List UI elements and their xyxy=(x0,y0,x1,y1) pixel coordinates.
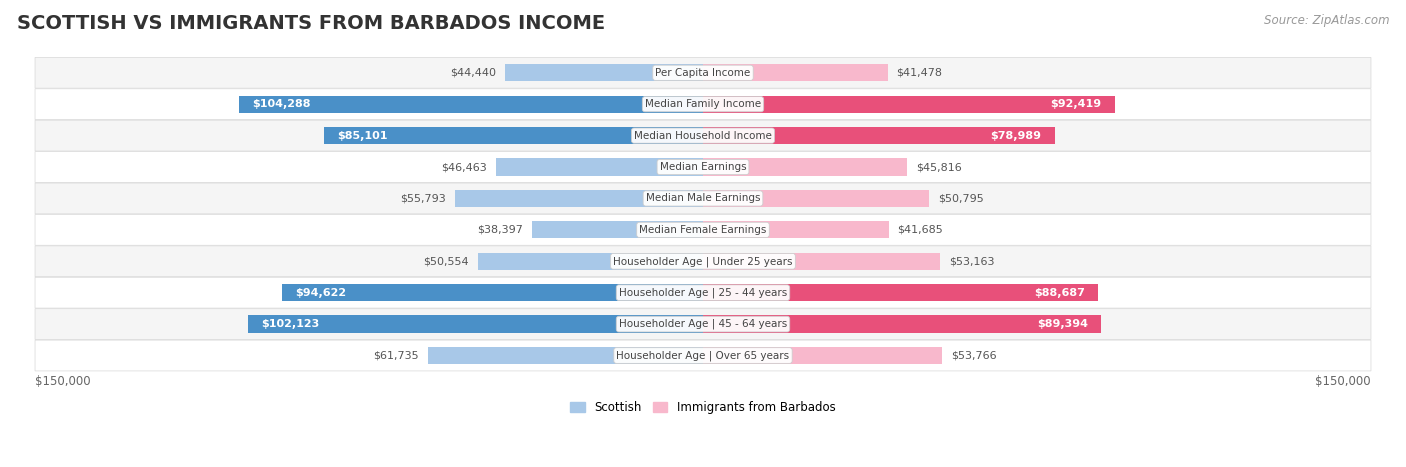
Bar xyxy=(703,96,1115,113)
Text: Householder Age | Under 25 years: Householder Age | Under 25 years xyxy=(613,256,793,267)
FancyBboxPatch shape xyxy=(35,120,1371,151)
Text: Median Female Earnings: Median Female Earnings xyxy=(640,225,766,235)
Text: $85,101: $85,101 xyxy=(337,131,388,141)
Text: $44,440: $44,440 xyxy=(450,68,496,78)
Text: Per Capita Income: Per Capita Income xyxy=(655,68,751,78)
Bar xyxy=(239,96,703,113)
Bar xyxy=(703,316,1101,333)
Text: $61,735: $61,735 xyxy=(374,351,419,361)
Text: $53,766: $53,766 xyxy=(952,351,997,361)
Text: $41,478: $41,478 xyxy=(897,68,942,78)
Text: $38,397: $38,397 xyxy=(477,225,523,235)
Text: Householder Age | 45 - 64 years: Householder Age | 45 - 64 years xyxy=(619,319,787,329)
FancyBboxPatch shape xyxy=(35,277,1371,308)
Bar xyxy=(703,64,887,81)
Bar xyxy=(505,64,703,81)
FancyBboxPatch shape xyxy=(35,57,1371,88)
Bar xyxy=(703,158,907,176)
Bar xyxy=(703,127,1054,144)
FancyBboxPatch shape xyxy=(35,246,1371,276)
Bar xyxy=(427,347,703,364)
Text: $41,685: $41,685 xyxy=(897,225,943,235)
FancyBboxPatch shape xyxy=(35,152,1371,183)
Text: Median Earnings: Median Earnings xyxy=(659,162,747,172)
Text: $55,793: $55,793 xyxy=(399,193,446,204)
Bar xyxy=(478,253,703,270)
Bar xyxy=(703,347,942,364)
Text: $150,000: $150,000 xyxy=(1316,375,1371,388)
FancyBboxPatch shape xyxy=(35,214,1371,245)
Bar xyxy=(454,190,703,207)
Text: $45,816: $45,816 xyxy=(915,162,962,172)
Text: $53,163: $53,163 xyxy=(949,256,994,266)
Text: Median Household Income: Median Household Income xyxy=(634,131,772,141)
Text: Median Male Earnings: Median Male Earnings xyxy=(645,193,761,204)
Bar xyxy=(281,284,703,301)
Text: $50,795: $50,795 xyxy=(938,193,984,204)
Bar xyxy=(703,284,1098,301)
Bar xyxy=(496,158,703,176)
Text: $89,394: $89,394 xyxy=(1036,319,1088,329)
Bar xyxy=(703,253,939,270)
Text: $150,000: $150,000 xyxy=(35,375,90,388)
FancyBboxPatch shape xyxy=(35,340,1371,371)
Text: Source: ZipAtlas.com: Source: ZipAtlas.com xyxy=(1264,14,1389,27)
FancyBboxPatch shape xyxy=(35,309,1371,340)
Bar xyxy=(531,221,703,239)
Text: Median Family Income: Median Family Income xyxy=(645,99,761,109)
Text: $102,123: $102,123 xyxy=(262,319,319,329)
Text: $104,288: $104,288 xyxy=(252,99,311,109)
Bar xyxy=(249,316,703,333)
Text: $92,419: $92,419 xyxy=(1050,99,1101,109)
Bar xyxy=(703,221,889,239)
Legend: Scottish, Immigrants from Barbados: Scottish, Immigrants from Barbados xyxy=(565,396,841,418)
Text: $46,463: $46,463 xyxy=(441,162,488,172)
Text: $88,687: $88,687 xyxy=(1033,288,1084,297)
Text: SCOTTISH VS IMMIGRANTS FROM BARBADOS INCOME: SCOTTISH VS IMMIGRANTS FROM BARBADOS INC… xyxy=(17,14,605,33)
Bar xyxy=(323,127,703,144)
Text: Householder Age | Over 65 years: Householder Age | Over 65 years xyxy=(616,350,790,361)
Bar xyxy=(703,190,929,207)
Text: $78,989: $78,989 xyxy=(990,131,1042,141)
Text: Householder Age | 25 - 44 years: Householder Age | 25 - 44 years xyxy=(619,288,787,298)
FancyBboxPatch shape xyxy=(35,183,1371,214)
FancyBboxPatch shape xyxy=(35,89,1371,120)
Text: $50,554: $50,554 xyxy=(423,256,470,266)
Text: $94,622: $94,622 xyxy=(295,288,346,297)
